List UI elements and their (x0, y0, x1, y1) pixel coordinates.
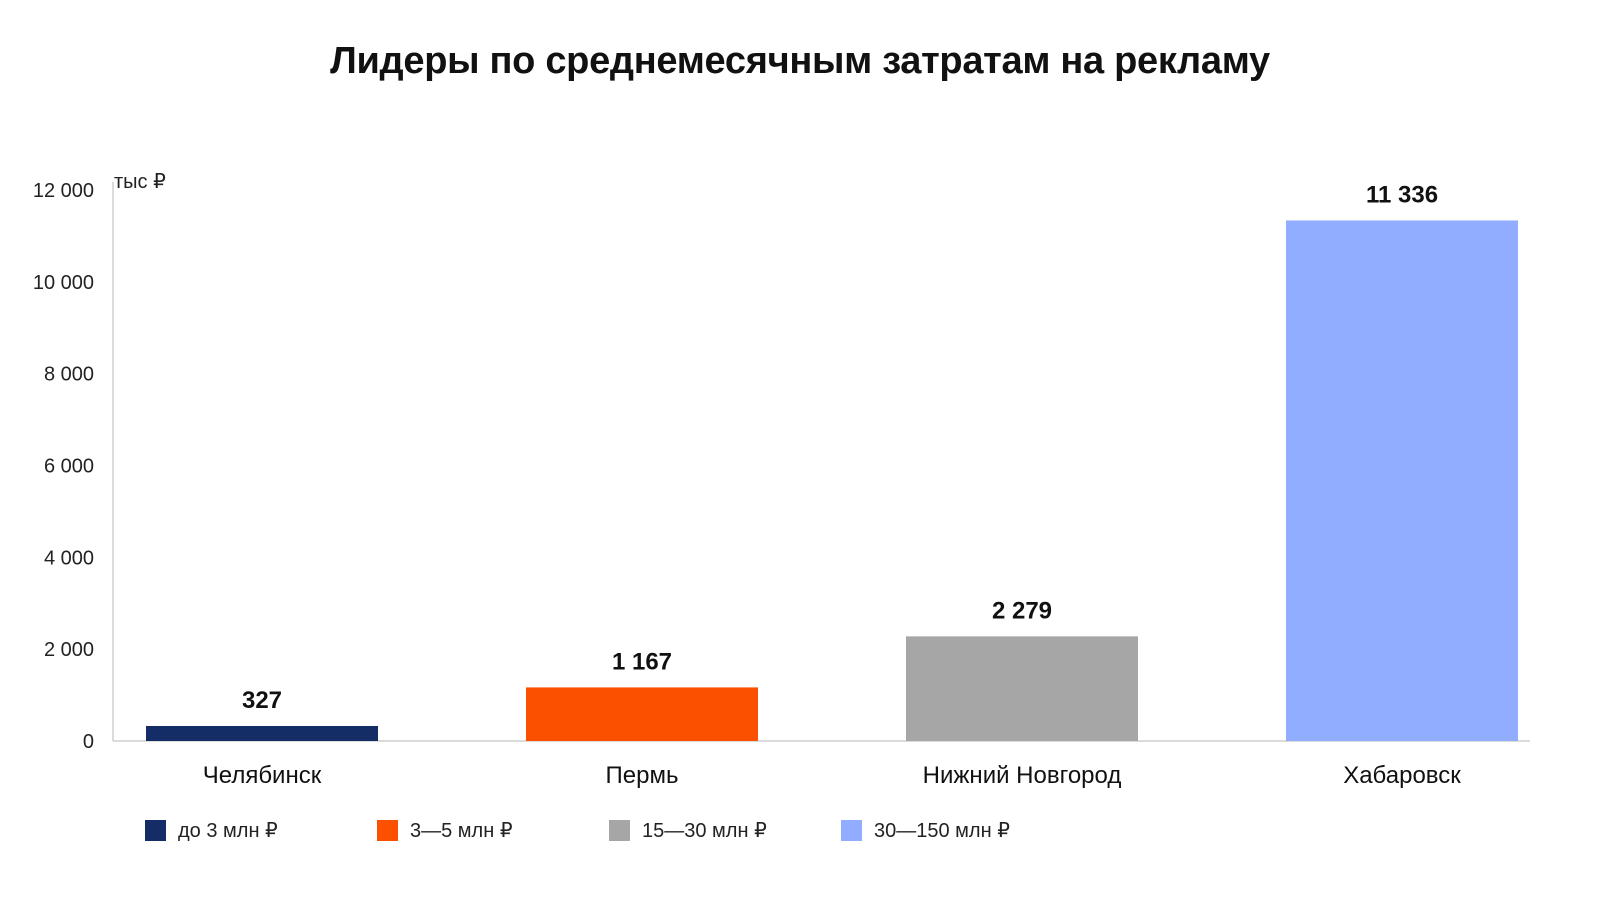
bar (1286, 220, 1518, 742)
legend-item: 30—150 млн ₽ (841, 818, 1073, 843)
y-tick-label: 10 000 (33, 272, 94, 294)
bar-group: 1 167 Пермь (526, 648, 758, 789)
bar (146, 725, 378, 741)
legend-item: до 3 млн ₽ (145, 818, 377, 843)
legend-label: 15—30 млн ₽ (642, 820, 767, 842)
legend-label: 30—150 млн ₽ (874, 820, 1010, 842)
legend-swatch (841, 820, 862, 841)
legend-item: 15—30 млн ₽ (609, 818, 841, 843)
y-axis-unit-label: тыс ₽ (114, 171, 166, 193)
y-tick-label: 8 000 (44, 364, 94, 386)
legend: до 3 млн ₽ 3—5 млн ₽ 15—30 млн ₽ 30—150 … (145, 818, 1073, 843)
legend-swatch (145, 820, 166, 841)
legend-swatch (377, 820, 398, 841)
bar (526, 687, 758, 741)
y-axis-ticks: 0 2 000 4 000 6 000 8 000 10 000 12 000 (33, 180, 94, 753)
x-category-label: Пермь (606, 762, 679, 789)
bar-group: 11 336 Хабаровск (1286, 181, 1518, 789)
bar-value-label: 327 (242, 687, 282, 714)
y-tick-label: 2 000 (44, 639, 94, 661)
y-tick-label: 6 000 (44, 456, 94, 478)
legend-item: 3—5 млн ₽ (377, 818, 609, 843)
x-category-label: Хабаровск (1343, 762, 1461, 789)
bar-value-label: 2 279 (992, 597, 1052, 624)
y-tick-label: 0 (83, 731, 94, 753)
chart-title: Лидеры по среднемесячным затратам на рек… (330, 40, 1270, 82)
bar-group: 2 279 Нижний Новгород (906, 597, 1138, 789)
legend-swatch (609, 820, 630, 841)
x-category-label: Челябинск (203, 762, 322, 789)
legend-label: до 3 млн ₽ (178, 820, 278, 842)
bar-value-label: 1 167 (612, 648, 672, 675)
bars: 327 Челябинск 1 167 Пермь 2 279 Нижний Новгор… (146, 181, 1518, 789)
bar-group: 327 Челябинск (146, 687, 378, 789)
x-category-label: Нижний Новгород (923, 762, 1122, 789)
y-tick-label: 4 000 (44, 547, 94, 569)
bar-value-label: 11 336 (1366, 181, 1438, 208)
legend-label: 3—5 млн ₽ (410, 820, 513, 842)
y-tick-label: 12 000 (33, 180, 94, 202)
bar (906, 636, 1138, 741)
